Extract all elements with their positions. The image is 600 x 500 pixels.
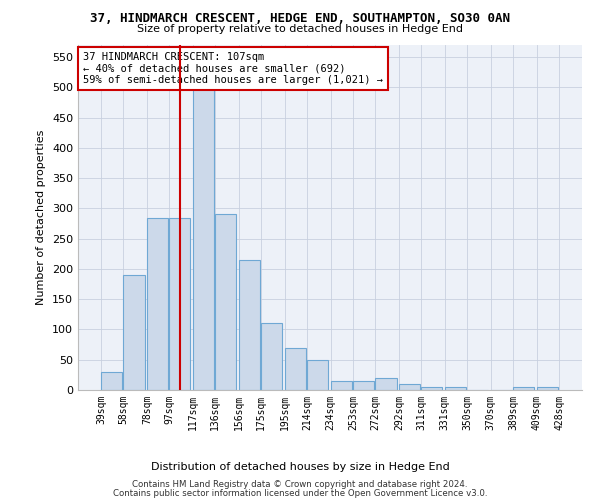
- Bar: [399, 384, 420, 390]
- Text: Size of property relative to detached houses in Hedge End: Size of property relative to detached ho…: [137, 24, 463, 34]
- Bar: [193, 82, 214, 390]
- Bar: [101, 372, 122, 390]
- Bar: [307, 360, 328, 390]
- Y-axis label: Number of detached properties: Number of detached properties: [37, 130, 46, 305]
- Text: Distribution of detached houses by size in Hedge End: Distribution of detached houses by size …: [151, 462, 449, 472]
- Bar: [147, 218, 168, 390]
- Text: 37, HINDMARCH CRESCENT, HEDGE END, SOUTHAMPTON, SO30 0AN: 37, HINDMARCH CRESCENT, HEDGE END, SOUTH…: [90, 12, 510, 26]
- Text: Contains HM Land Registry data © Crown copyright and database right 2024.: Contains HM Land Registry data © Crown c…: [132, 480, 468, 489]
- Bar: [124, 275, 145, 390]
- Bar: [331, 381, 352, 390]
- Bar: [536, 387, 558, 390]
- Bar: [421, 387, 442, 390]
- Bar: [284, 348, 306, 390]
- Bar: [445, 387, 466, 390]
- Bar: [239, 260, 260, 390]
- Text: 37 HINDMARCH CRESCENT: 107sqm
← 40% of detached houses are smaller (692)
59% of : 37 HINDMARCH CRESCENT: 107sqm ← 40% of d…: [83, 52, 383, 85]
- Bar: [376, 378, 397, 390]
- Bar: [169, 218, 190, 390]
- Text: Contains public sector information licensed under the Open Government Licence v3: Contains public sector information licen…: [113, 489, 487, 498]
- Bar: [513, 387, 535, 390]
- Bar: [261, 324, 283, 390]
- Bar: [353, 381, 374, 390]
- Bar: [215, 214, 236, 390]
